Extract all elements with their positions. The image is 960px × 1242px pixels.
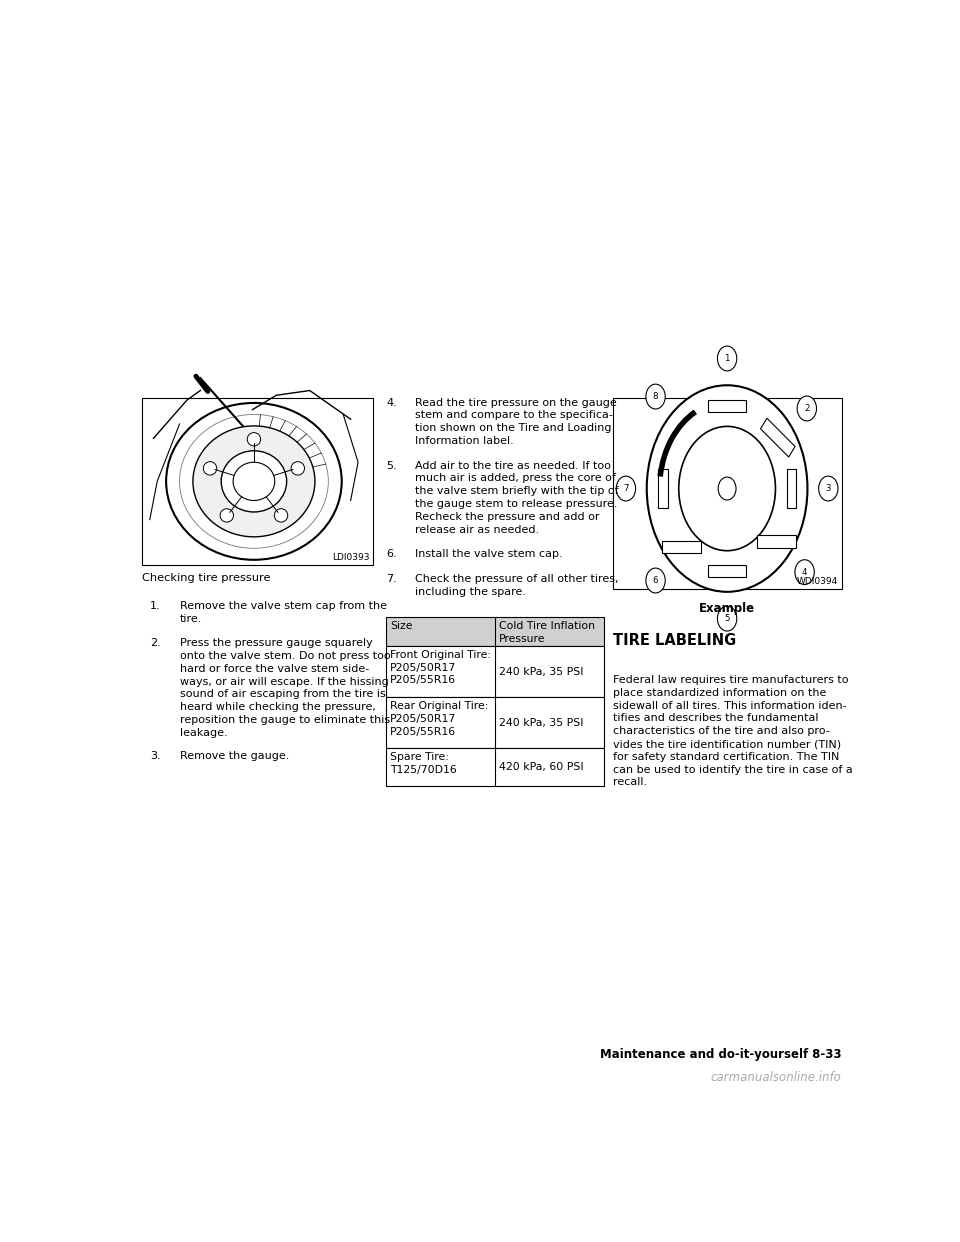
FancyBboxPatch shape [760, 419, 795, 457]
Ellipse shape [718, 477, 736, 501]
Text: LDI0393: LDI0393 [332, 553, 370, 563]
Ellipse shape [204, 462, 217, 474]
Text: 6.: 6. [386, 549, 397, 559]
Text: 4.: 4. [386, 397, 397, 407]
Text: 420 kPa, 60 PSI: 420 kPa, 60 PSI [498, 761, 584, 773]
Text: 240 kPa, 35 PSI: 240 kPa, 35 PSI [498, 718, 583, 728]
Ellipse shape [291, 462, 304, 474]
Circle shape [646, 568, 665, 592]
FancyBboxPatch shape [662, 540, 701, 553]
Text: Spare Tire:
T125/70D16: Spare Tire: T125/70D16 [390, 753, 457, 775]
Text: Example: Example [699, 602, 756, 615]
FancyBboxPatch shape [386, 617, 604, 646]
Ellipse shape [166, 402, 342, 560]
Circle shape [797, 396, 817, 421]
Text: Remove the valve stem cap from the
tire.: Remove the valve stem cap from the tire. [180, 601, 387, 625]
Text: Install the valve stem cap.: Install the valve stem cap. [415, 549, 563, 559]
Text: 7.: 7. [386, 574, 397, 584]
Text: 4: 4 [802, 568, 807, 576]
Text: Federal law requires tire manufacturers to
place standardized information on the: Federal law requires tire manufacturers … [612, 674, 852, 787]
Text: 6: 6 [653, 576, 659, 585]
FancyBboxPatch shape [757, 535, 796, 548]
Circle shape [795, 560, 814, 585]
Circle shape [616, 476, 636, 501]
Ellipse shape [221, 451, 287, 512]
Text: Press the pressure gauge squarely
onto the valve stem. Do not press too
hard or : Press the pressure gauge squarely onto t… [180, 638, 390, 738]
Text: 7: 7 [623, 484, 629, 493]
Circle shape [717, 606, 736, 631]
Text: 2.: 2. [150, 638, 160, 648]
Text: Checking tire pressure: Checking tire pressure [142, 573, 271, 582]
Text: 1: 1 [725, 354, 730, 363]
Text: Add air to the tire as needed. If too
much air is added, press the core of
the v: Add air to the tire as needed. If too mu… [415, 461, 618, 534]
Text: Front Original Tire:
P205/50R17
P205/55R16: Front Original Tire: P205/50R17 P205/55R… [390, 650, 492, 686]
Text: 3.: 3. [150, 750, 160, 760]
Text: Size: Size [390, 621, 413, 631]
FancyBboxPatch shape [786, 469, 796, 508]
Text: 5: 5 [725, 614, 730, 623]
Circle shape [717, 347, 736, 371]
FancyBboxPatch shape [142, 397, 372, 565]
Text: 2: 2 [804, 404, 809, 414]
Text: 5.: 5. [386, 461, 397, 471]
Ellipse shape [220, 509, 233, 522]
Circle shape [819, 476, 838, 501]
Text: 3: 3 [826, 484, 831, 493]
Text: Remove the gauge.: Remove the gauge. [180, 750, 289, 760]
Text: TIRE LABELING: TIRE LABELING [612, 633, 735, 648]
Ellipse shape [248, 432, 260, 446]
FancyBboxPatch shape [386, 748, 604, 786]
Text: 1.: 1. [150, 601, 160, 611]
Ellipse shape [233, 462, 275, 501]
FancyBboxPatch shape [386, 646, 604, 697]
FancyBboxPatch shape [658, 469, 667, 508]
Text: Read the tire pressure on the gauge
stem and compare to the specifica-
tion show: Read the tire pressure on the gauge stem… [415, 397, 616, 446]
Text: Check the pressure of all other tires,
including the spare.: Check the pressure of all other tires, i… [415, 574, 618, 596]
Ellipse shape [193, 426, 315, 537]
Ellipse shape [647, 385, 807, 592]
Text: 8: 8 [653, 392, 659, 401]
FancyBboxPatch shape [612, 397, 842, 589]
Circle shape [646, 384, 665, 409]
Text: Cold Tire Inflation
Pressure: Cold Tire Inflation Pressure [498, 621, 594, 643]
FancyBboxPatch shape [708, 565, 747, 578]
FancyBboxPatch shape [386, 697, 604, 748]
Ellipse shape [679, 426, 776, 550]
Text: carmanualsonline.info: carmanualsonline.info [710, 1072, 842, 1084]
Text: Maintenance and do-it-yourself 8-33: Maintenance and do-it-yourself 8-33 [600, 1048, 842, 1062]
Ellipse shape [275, 509, 288, 522]
Text: WDI0394: WDI0394 [797, 578, 838, 586]
FancyBboxPatch shape [708, 400, 747, 412]
Text: Rear Original Tire:
P205/50R17
P205/55R16: Rear Original Tire: P205/50R17 P205/55R1… [390, 700, 489, 737]
Text: 240 kPa, 35 PSI: 240 kPa, 35 PSI [498, 667, 583, 677]
